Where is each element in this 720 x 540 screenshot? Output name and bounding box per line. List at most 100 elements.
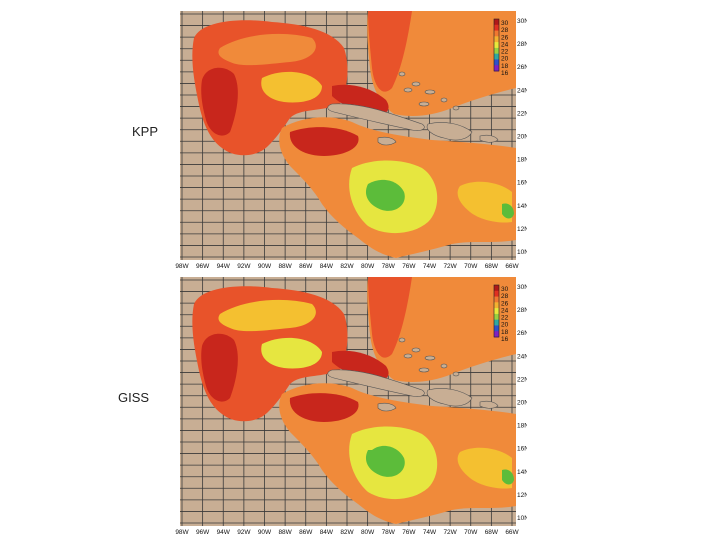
colorbar-tick-label: 30 bbox=[501, 20, 509, 27]
longitude-label: 70W bbox=[464, 263, 478, 270]
colorbar-tick-label: 20 bbox=[501, 322, 509, 329]
colorbar-tick-label: 26 bbox=[501, 300, 509, 307]
sst-map-kpp: 30 28 26 24 22 20 18 16 30N 28N 26N 24N 22N 20N 18N 16N… bbox=[172, 8, 527, 270]
colorbar-tick-label: 22 bbox=[501, 315, 509, 322]
longitude-label: 96W bbox=[196, 529, 210, 536]
longitude-label: 66W bbox=[505, 263, 519, 270]
longitude-label: 84W bbox=[320, 529, 334, 536]
islands bbox=[327, 337, 499, 412]
longitude-label: 84W bbox=[320, 263, 334, 270]
upwelling-cold-tongue bbox=[365, 445, 405, 477]
longitude-label: 76W bbox=[402, 529, 416, 536]
cuba bbox=[327, 103, 425, 131]
sst-map-giss: 30 28 26 24 22 20 18 16 30N 28N 26N 24N 22N 20N 18N 16N… bbox=[172, 274, 527, 536]
colorbar-tick-label: 16 bbox=[501, 336, 509, 343]
latitude-label: 12N bbox=[517, 492, 527, 499]
bahamas-island bbox=[452, 371, 460, 377]
longitude-labels: 98W 96W 94W 92W 90W 88W 86W 84W 82W 80W 78W 76W 74W 7… bbox=[175, 263, 519, 270]
colorbar-swatch bbox=[494, 290, 499, 298]
longitude-label: 68W bbox=[485, 263, 499, 270]
bahamas-island bbox=[440, 97, 448, 103]
latitude-label: 30N bbox=[517, 284, 527, 291]
latitude-label: 16N bbox=[517, 180, 527, 187]
latitude-label: 10N bbox=[517, 249, 527, 256]
longitude-label: 88W bbox=[278, 263, 292, 270]
loop-current bbox=[261, 337, 322, 369]
latitude-labels: 30N 28N 26N 24N 22N 20N 18N 16N 14N 12N 10N bbox=[517, 284, 527, 522]
colorbar-swatch bbox=[494, 296, 499, 303]
colorbar-tick-label: 20 bbox=[501, 56, 509, 63]
gulf-stream bbox=[368, 277, 412, 358]
latitude-label: 22N bbox=[517, 110, 527, 117]
colorbar-frame bbox=[493, 18, 500, 72]
northern-gulf-cooler-shelf bbox=[218, 299, 316, 332]
cuba bbox=[327, 369, 425, 397]
puerto-rico bbox=[479, 400, 499, 409]
colorbar-tick-label: 28 bbox=[501, 293, 509, 300]
gulf-stream bbox=[368, 11, 412, 92]
colorbar-tick-label: 28 bbox=[501, 27, 509, 34]
longitude-label: 82W bbox=[340, 529, 354, 536]
colorbar-swatch bbox=[494, 319, 499, 326]
longitude-label: 94W bbox=[217, 529, 231, 536]
longitude-label: 68W bbox=[485, 529, 499, 536]
colorbar-swatch bbox=[494, 285, 499, 292]
latitude-label: 14N bbox=[517, 203, 527, 210]
colorbar-swatch bbox=[494, 65, 499, 72]
colorbar-frame bbox=[493, 284, 500, 338]
longitude-label: 80W bbox=[361, 263, 375, 270]
western-gulf-warm-core bbox=[201, 67, 238, 136]
colorbar-tick-label: 24 bbox=[501, 41, 509, 48]
bahamas-island bbox=[403, 353, 413, 359]
colorbar-swatch bbox=[494, 325, 499, 332]
longitude-label: 82W bbox=[340, 263, 354, 270]
longitude-label: 80W bbox=[361, 529, 375, 536]
loop-current bbox=[261, 71, 322, 103]
longitude-label: 72W bbox=[443, 263, 457, 270]
longitude-label: 98W bbox=[175, 263, 189, 270]
florida-straits bbox=[332, 84, 389, 116]
latitude-label: 18N bbox=[517, 423, 527, 430]
jamaica bbox=[377, 136, 397, 146]
longitude-label: 92W bbox=[237, 263, 251, 270]
latitude-label: 28N bbox=[517, 41, 527, 48]
bahamas-island bbox=[398, 337, 406, 343]
panel-label-giss: GISS bbox=[118, 390, 150, 405]
ocean-sst-field bbox=[192, 277, 516, 524]
latitude-labels: 30N 28N 26N 24N 22N 20N 18N 16N 14N 12N 10N bbox=[517, 18, 527, 256]
eastern-cold-patch bbox=[502, 203, 514, 219]
longitude-label: 70W bbox=[464, 529, 478, 536]
latitude-label: 12N bbox=[517, 226, 527, 233]
colorbar-swatch bbox=[494, 308, 499, 315]
longitude-label: 88W bbox=[278, 529, 292, 536]
colorbar-tick-label: 26 bbox=[501, 34, 509, 41]
longitude-label: 74W bbox=[423, 263, 437, 270]
longitude-label: 86W bbox=[299, 263, 313, 270]
colorbar-swatch bbox=[494, 24, 499, 32]
longitude-label: 96W bbox=[196, 263, 210, 270]
colorbar-tick-label: 18 bbox=[501, 63, 509, 70]
cayman-warm-pool bbox=[289, 127, 359, 156]
longitude-label: 92W bbox=[237, 529, 251, 536]
colorbar-tick-label: 22 bbox=[501, 49, 509, 56]
bahamas-island bbox=[424, 89, 436, 95]
eastern-caribbean-cool-area bbox=[457, 181, 512, 223]
islands bbox=[327, 71, 499, 146]
latitude-label: 26N bbox=[517, 330, 527, 337]
colorbar-swatch bbox=[494, 331, 499, 338]
colorbar-tick-label: 24 bbox=[501, 307, 509, 314]
colorbar-swatch bbox=[494, 302, 499, 309]
latitude-label: 30N bbox=[517, 18, 527, 25]
eastern-caribbean-cool-area bbox=[457, 447, 512, 489]
bahamas-island bbox=[411, 347, 421, 353]
eastern-cold-patch bbox=[502, 469, 514, 485]
latitude-label: 14N bbox=[517, 469, 527, 476]
florida-straits bbox=[332, 350, 389, 382]
longitude-label: 78W bbox=[382, 263, 396, 270]
longitude-label: 86W bbox=[299, 529, 313, 536]
jamaica bbox=[377, 402, 397, 412]
